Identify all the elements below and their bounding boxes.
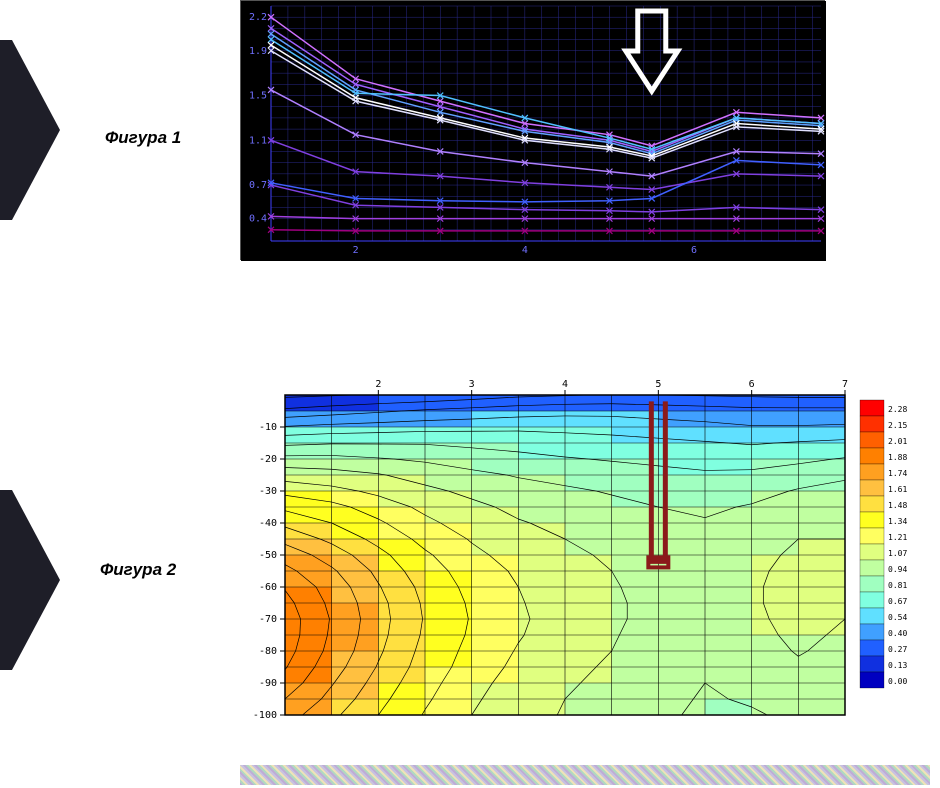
svg-text:2.15: 2.15 <box>888 421 907 430</box>
svg-text:7: 7 <box>842 379 848 390</box>
svg-text:-30: -30 <box>259 486 277 497</box>
svg-text:-20: -20 <box>259 454 277 465</box>
svg-text:1.88: 1.88 <box>888 453 907 462</box>
svg-text:0.00: 0.00 <box>888 677 907 686</box>
figure1-label: Фигура 1 <box>105 128 181 148</box>
svg-text:0.40: 0.40 <box>888 629 907 638</box>
svg-text:2.2: 2.2 <box>249 12 267 23</box>
svg-text:0.7: 0.7 <box>249 180 267 191</box>
svg-text:6: 6 <box>691 245 697 256</box>
svg-text:-70: -70 <box>259 614 277 625</box>
svg-text:1.5: 1.5 <box>249 91 267 102</box>
svg-text:-80: -80 <box>259 646 277 657</box>
svg-text:0.27: 0.27 <box>888 645 907 654</box>
svg-text:0.4: 0.4 <box>249 214 267 225</box>
svg-text:2: 2 <box>353 245 359 256</box>
svg-text:0.67: 0.67 <box>888 597 907 606</box>
svg-text:1.07: 1.07 <box>888 549 907 558</box>
svg-text:1.61: 1.61 <box>888 485 907 494</box>
svg-text:5: 5 <box>655 379 661 390</box>
svg-text:0.54: 0.54 <box>888 613 907 622</box>
svg-text:1.9: 1.9 <box>249 46 267 57</box>
svg-text:1.48: 1.48 <box>888 501 907 510</box>
svg-text:-90: -90 <box>259 678 277 689</box>
svg-text:-40: -40 <box>259 518 277 529</box>
svg-text:4: 4 <box>562 379 568 390</box>
svg-text:-50: -50 <box>259 550 277 561</box>
svg-text:-60: -60 <box>259 582 277 593</box>
svg-text:4: 4 <box>522 245 528 256</box>
svg-text:-100: -100 <box>253 710 277 721</box>
svg-text:0.13: 0.13 <box>888 661 907 670</box>
svg-text:0.81: 0.81 <box>888 581 907 590</box>
noise-strip <box>240 765 930 785</box>
svg-text:-10: -10 <box>259 422 277 433</box>
pentagon-decoration-1 <box>0 40 60 220</box>
figure2-chart: 2 3 4 5 6 7 -10 -20 -30 -40 -50 -60 -70 -80 -90 -100 2.2… <box>240 370 940 730</box>
svg-text:1.74: 1.74 <box>888 469 907 478</box>
figure2-label: Фигура 2 <box>100 560 176 580</box>
figure1-chart: 0.4 0.7 1.1 1.5 1.9 2.2 2 4 6 <box>240 0 825 260</box>
svg-text:6: 6 <box>749 379 755 390</box>
svg-text:1.1: 1.1 <box>249 135 267 146</box>
svg-text:1.34: 1.34 <box>888 517 907 526</box>
svg-text:0.94: 0.94 <box>888 565 907 574</box>
svg-text:2.28: 2.28 <box>888 405 907 414</box>
svg-text:1.21: 1.21 <box>888 533 907 542</box>
svg-text:2: 2 <box>375 379 381 390</box>
pentagon-decoration-2 <box>0 490 60 670</box>
svg-text:2.01: 2.01 <box>888 437 907 446</box>
svg-text:3: 3 <box>469 379 475 390</box>
